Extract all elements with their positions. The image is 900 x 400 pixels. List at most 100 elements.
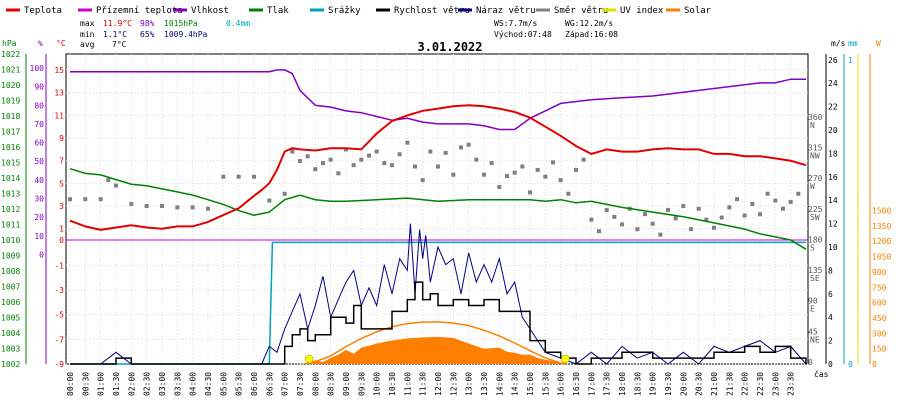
tick-label-time: 16:30 (572, 372, 581, 396)
wind-dir-point (175, 205, 180, 210)
series-solar-max (308, 321, 566, 365)
tick-label-time: 08:00 (311, 372, 320, 396)
wind-dir-point (750, 201, 755, 206)
axis-unit-mm: mm (848, 39, 858, 48)
tick-label-pct: 50 (34, 157, 44, 166)
tick-label-pct: 60 (34, 139, 44, 148)
tick-label-w: 0 (872, 360, 877, 369)
axis-unit-ms: m/s (831, 39, 846, 48)
legend-item: Rychlost větru (376, 6, 470, 16)
tick-label-time: 20:30 (695, 372, 704, 396)
wind-dir-point (489, 161, 494, 166)
legend-label: Vlhkost (191, 6, 229, 16)
stat-avg-temp: 7°C (112, 40, 127, 49)
tick-label-dir-name: W (810, 182, 815, 191)
wind-dir-point (543, 174, 548, 179)
wind-dir-point (83, 197, 88, 202)
tick-label-w: 1050 (872, 253, 891, 262)
tick-label-time: 20:00 (679, 372, 688, 396)
tick-label-time: 12:00 (434, 372, 443, 396)
tick-label-hpa: 1005 (1, 314, 20, 323)
tick-label-ms: 16 (828, 173, 838, 182)
wind-dir-point (505, 174, 509, 179)
tick-label-mm: 1 (848, 56, 853, 65)
chart-title: 3.01.2022 (417, 40, 482, 54)
tick-label-hpa: 1010 (1, 236, 20, 245)
tick-label-time: 17:30 (603, 372, 612, 396)
tick-label-dir: 270 (808, 174, 823, 183)
tick-label-dir: 315 (808, 143, 823, 152)
tick-label-temp: 9 (59, 134, 64, 143)
legend-label: Směr větru (554, 6, 608, 16)
wind-dir-point (144, 204, 149, 209)
tick-label-time: 19:30 (664, 372, 673, 396)
wind-dir-point (558, 178, 563, 183)
wind-dir-point (735, 197, 739, 202)
wind-dir-point (328, 157, 333, 162)
tick-label-time: 00:30 (81, 372, 90, 396)
tick-label-time: 12:30 (449, 372, 458, 396)
tick-label-temp: -1 (54, 261, 64, 270)
tick-label-hpa: 1006 (1, 298, 20, 307)
tick-label-dir: 135 (808, 266, 823, 275)
series-wind-gust (70, 223, 807, 365)
legend-label: Přízemní teplota (96, 6, 183, 16)
wind-dir-point (436, 164, 440, 169)
stat-sunset: Západ:16:08 (565, 30, 618, 39)
legend-label: Teplota (24, 6, 62, 16)
sun-marker (304, 354, 314, 364)
tick-label-hpa: 1017 (1, 128, 20, 137)
tick-label-ms: 12 (828, 220, 838, 229)
tick-label-w: 450 (872, 314, 887, 323)
wind-dir-point (635, 227, 640, 232)
tick-label-dir-name: NE (810, 335, 820, 344)
wind-dir-point (98, 197, 103, 202)
tick-label-w: 1350 (872, 222, 891, 231)
tick-label-temp: 0 (59, 236, 64, 245)
wind-dir-point (658, 232, 663, 237)
stat-ws: WS:7.7m/s (494, 19, 538, 28)
tick-label-time: 17:00 (587, 372, 596, 396)
legend-label: Rychlost větru (394, 6, 470, 16)
tick-label-mm: 0 (848, 360, 853, 369)
wind-dir-point (374, 149, 379, 154)
legend-item: UV index (602, 6, 664, 16)
tick-label-ms: 6 (828, 290, 833, 299)
tick-label-ms: 2 (828, 337, 833, 346)
stat-min-press: 1009.4hPa (164, 30, 208, 39)
tick-label-dir-name: NW (810, 151, 820, 160)
wind-dir-point (704, 217, 709, 222)
stat-rain: 0.4mm (226, 19, 250, 28)
tick-label-time: 21:30 (725, 372, 734, 396)
tick-label-time: 18:30 (633, 372, 642, 396)
tick-label-w: 1500 (872, 207, 891, 216)
tick-label-hpa: 1022 (1, 50, 20, 59)
tick-label-time: 10:00 (373, 372, 382, 396)
wind-dir-point (382, 161, 387, 166)
tick-label-time: 23:00 (771, 372, 780, 396)
series-humidity (70, 69, 806, 131)
legend-label: Náraz větru (476, 6, 536, 16)
legend-label: Srážky (328, 6, 361, 16)
series-solar (70, 336, 806, 364)
wind-dir-point (551, 160, 555, 165)
wind-dir-point (673, 216, 678, 221)
legend-item: Tlak (249, 6, 289, 16)
tick-label-temp: -3 (54, 286, 64, 295)
wind-dir-point (420, 178, 425, 183)
series-wind-speed (70, 281, 807, 365)
tick-label-time: 15:00 (526, 372, 535, 396)
tick-label-temp: 13 (54, 89, 64, 98)
tick-label-pct: 30 (34, 194, 44, 203)
wind-dir-point (581, 157, 586, 162)
tick-label-ms: 10 (828, 243, 838, 252)
tick-label-dir: 360 (808, 113, 823, 122)
wind-dir-point (604, 208, 609, 213)
wind-dir-point (443, 150, 448, 155)
tick-label-time: 07:00 (281, 372, 290, 396)
stat-max-temp: 11.9°C (103, 19, 132, 28)
legend-item: Přízemní teplota (78, 6, 183, 16)
tick-label-hpa: 1015 (1, 159, 20, 168)
tick-label-time: 14:00 (495, 372, 504, 396)
tick-label-time: 13:30 (480, 372, 489, 396)
